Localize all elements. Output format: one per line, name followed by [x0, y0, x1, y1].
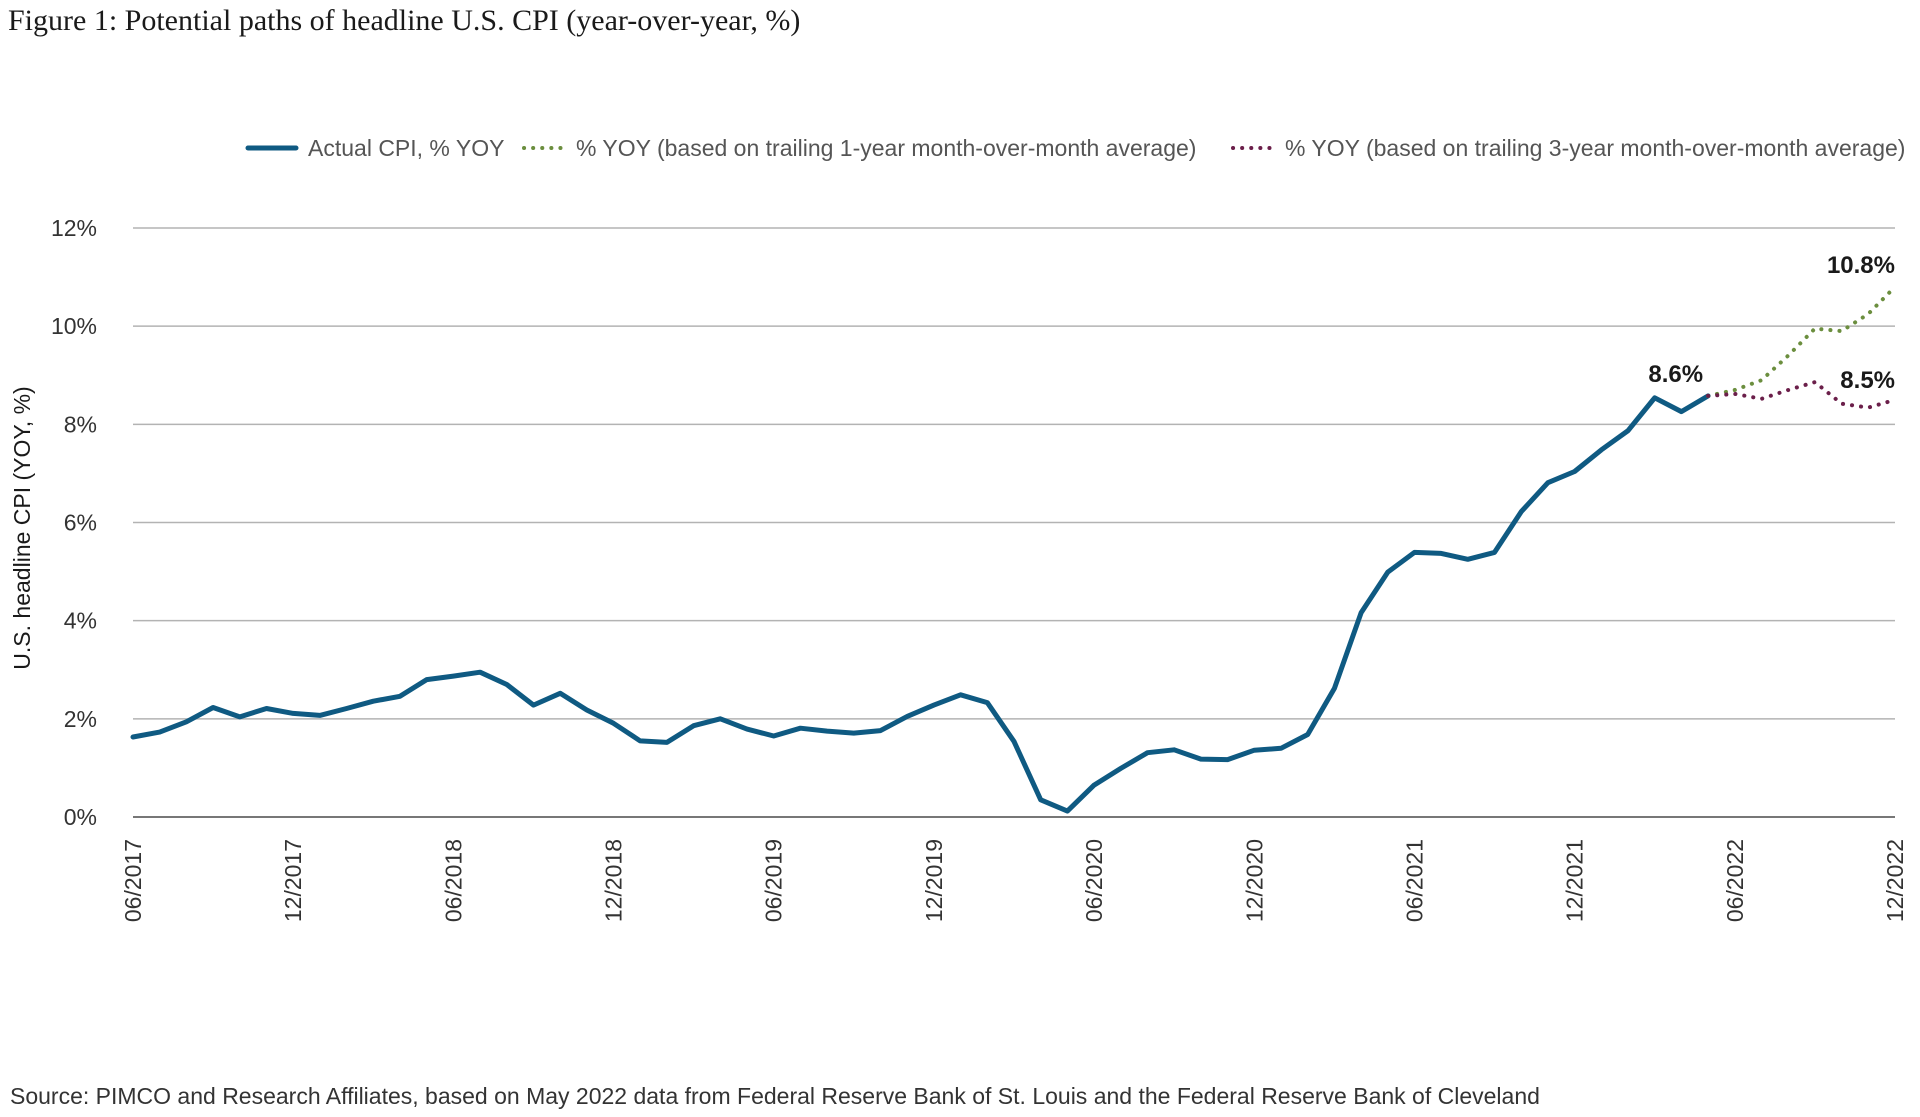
x-tick-label: 12/2017	[280, 839, 306, 922]
y-axis-title: U.S. headline CPI (YOY, %)	[9, 386, 35, 669]
x-tick-label: 06/2020	[1081, 839, 1107, 922]
series-group	[130, 284, 1897, 814]
x-tick-label: 12/2019	[921, 839, 947, 922]
y-tick-label: 2%	[64, 706, 97, 732]
x-tick-label: 06/2022	[1722, 839, 1748, 922]
y-tick-label: 0%	[64, 804, 97, 830]
x-tick-label: 06/2019	[761, 839, 787, 922]
grid-lines	[133, 227, 1895, 818]
x-tick-label: 12/2022	[1882, 839, 1908, 922]
legend-label-2: % YOY (based on trailing 1-year month-ov…	[576, 135, 1196, 161]
legend-label-1: Actual CPI, % YOY	[308, 135, 504, 161]
legend: Actual CPI, % YOY % YOY (based on trailin…	[245, 135, 1905, 161]
y-tick-label: 8%	[64, 411, 97, 437]
series-line-2	[1706, 284, 1897, 398]
x-tick-label: 12/2021	[1562, 839, 1588, 922]
x-tick-label: 12/2020	[1241, 839, 1267, 922]
x-axis-ticks: 06/2017 12/2017 06/2018 12/2018 06/2019 12/20…	[120, 839, 1908, 922]
data-label-1: 8.6%	[1648, 361, 1703, 388]
source-note: Source: PIMCO and Research Affiliates, b…	[10, 1083, 1540, 1109]
y-tick-label: 6%	[64, 510, 97, 536]
y-tick-label: 10%	[51, 313, 97, 339]
y-tick-label: 12%	[51, 215, 97, 241]
data-label-2: 10.8%	[1827, 252, 1895, 279]
x-tick-label: 06/2017	[120, 839, 146, 922]
x-tick-label: 06/2021	[1401, 839, 1427, 922]
chart-title: Figure 1: Potential paths of headline U.…	[8, 4, 801, 37]
annotations: 8.6% 10.8% 8.5%	[1648, 252, 1895, 394]
y-tick-label: 4%	[64, 608, 97, 634]
series-line-1	[130, 393, 1711, 814]
x-tick-label: 06/2018	[440, 839, 466, 922]
data-label-3: 8.5%	[1840, 367, 1895, 394]
legend-label-3: % YOY (based on trailing 3-year month-ov…	[1285, 135, 1905, 161]
y-axis-ticks: 0% 2% 4% 6% 8% 10% 12%	[51, 215, 97, 830]
x-tick-label: 12/2018	[601, 839, 627, 922]
